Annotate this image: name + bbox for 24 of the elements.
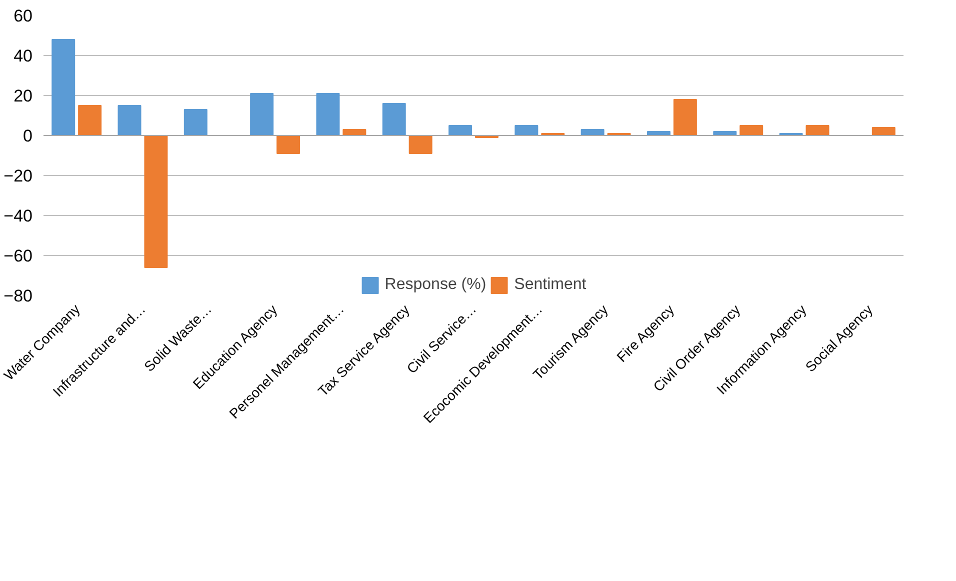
bar (448, 125, 472, 136)
bar (408, 135, 432, 154)
y-tick-label: 60 (14, 6, 33, 26)
legend-label: Sentiment (514, 276, 586, 294)
y-tick-label: −20 (4, 166, 33, 186)
y-tick-label: −60 (4, 246, 33, 266)
legend-label: Response (%) (384, 276, 486, 294)
y-tick-label: 20 (14, 86, 33, 106)
y-tick-label: −80 (4, 286, 33, 306)
bar (78, 105, 102, 136)
y-tick-label: 0 (23, 126, 33, 146)
bar (316, 93, 340, 136)
y-tick-label: −40 (4, 206, 33, 226)
bar (740, 125, 764, 136)
bar (118, 105, 142, 136)
bar (144, 135, 168, 268)
bar (514, 125, 538, 136)
bar (276, 135, 300, 154)
bar (52, 39, 76, 136)
y-tick-label: 40 (14, 46, 33, 66)
bar (673, 99, 697, 136)
bar (250, 93, 274, 136)
bar (184, 109, 208, 136)
bar (382, 103, 406, 136)
